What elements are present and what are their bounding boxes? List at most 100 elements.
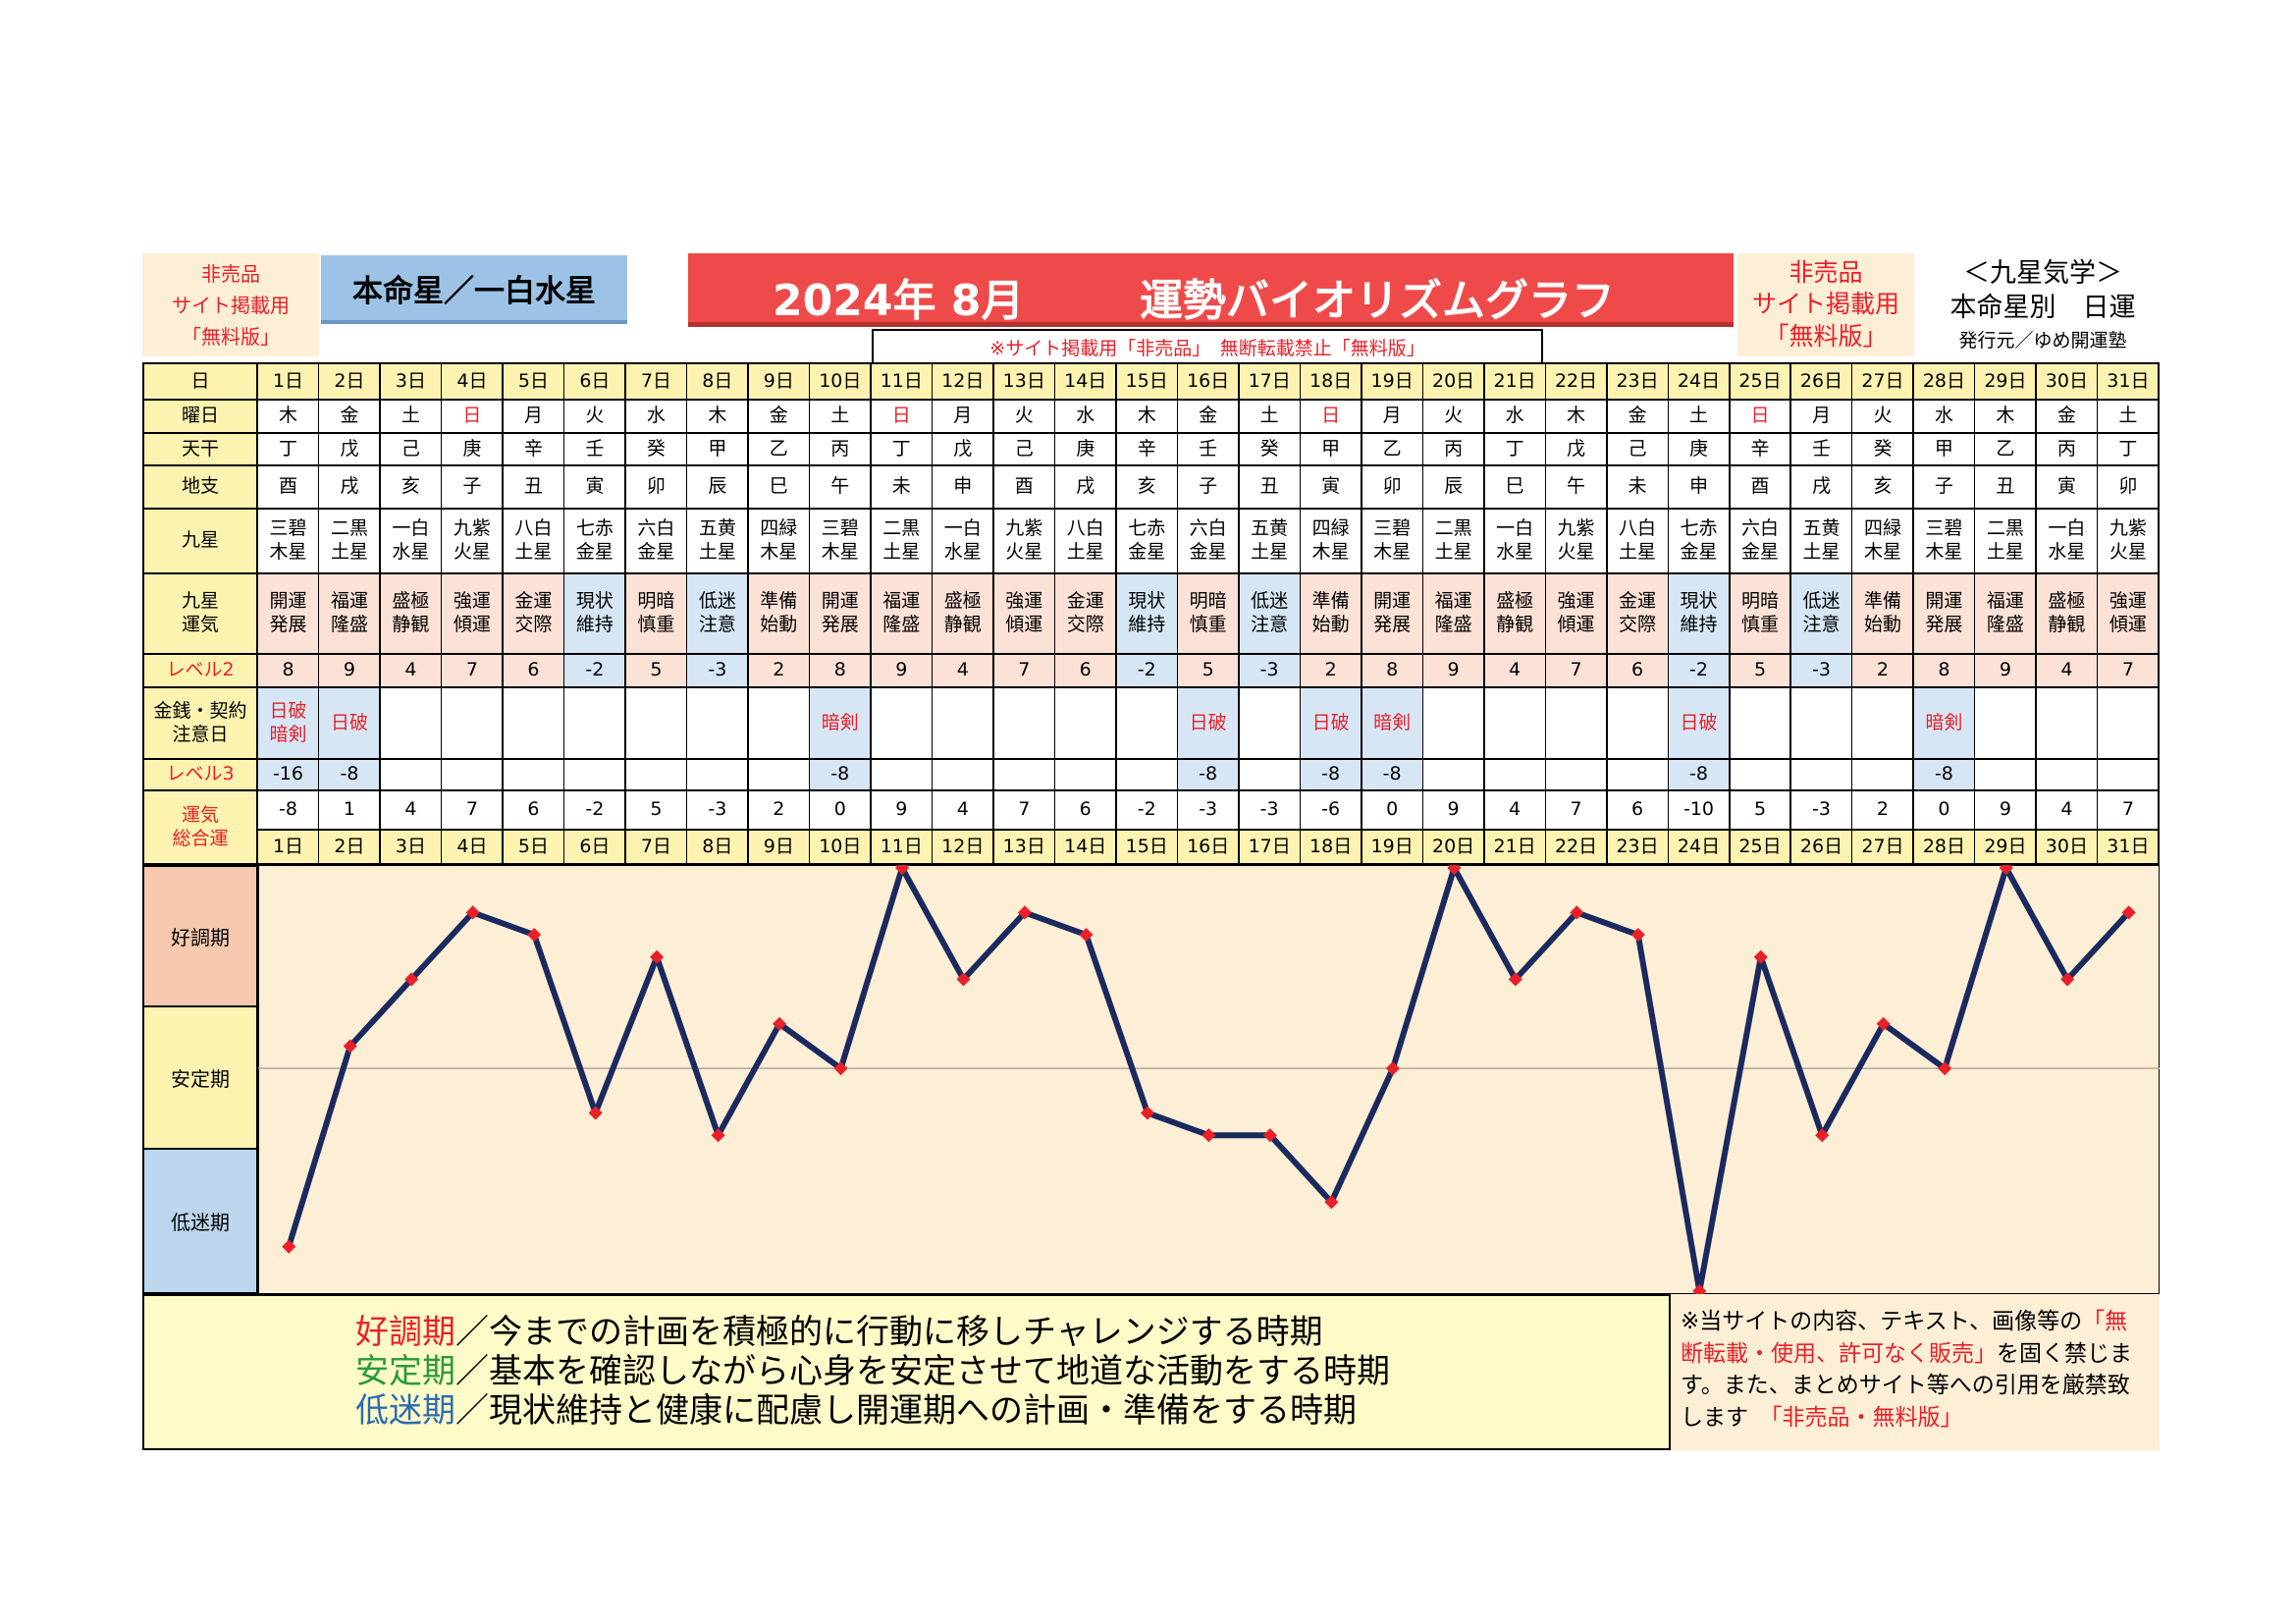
- cell-sogo: 6: [1607, 791, 1670, 831]
- cell-unki: 明暗 慎重: [1730, 574, 1792, 655]
- cell-sogo: 4: [2036, 791, 2099, 831]
- notice-red2: 「非売品・無料版」: [1771, 1404, 1963, 1431]
- cell-unki: 低迷 注意: [687, 574, 750, 655]
- cell-weekdays: 土: [1239, 401, 1302, 434]
- cell-days: 11日: [871, 362, 934, 401]
- cell-level3: -16: [258, 760, 320, 791]
- cell-chishi: 酉: [258, 466, 320, 510]
- cell-tenkan: 壬: [1791, 434, 1853, 466]
- cell-weekdays: 土: [2098, 401, 2161, 434]
- cell-kyusei: 一白 水星: [933, 510, 995, 574]
- cell-kinsen: [2098, 688, 2161, 760]
- cell-kyusei: 七赤 金星: [564, 510, 627, 574]
- notice-red1: 「無断転載・使用、許可なく販売」: [1681, 1309, 2128, 1367]
- cell-chishi: 巳: [748, 466, 811, 510]
- cell-unki: 金運 交際: [1055, 574, 1118, 655]
- cell-level2: -3: [687, 655, 750, 688]
- cell-level2: 7: [993, 655, 1056, 688]
- cell-chishi: 亥: [1116, 466, 1179, 510]
- cell-unki: 強運 傾運: [993, 574, 1056, 655]
- cell-sogo: 4: [933, 791, 995, 831]
- cell-chishi: 寅: [2036, 466, 2099, 510]
- cell-unki: 開運 発展: [1913, 574, 1976, 655]
- cell-unki: 盛極 静観: [2036, 574, 2099, 655]
- cell-tenkan: 乙: [1362, 434, 1424, 466]
- cell-level2: 6: [503, 655, 565, 688]
- cell-level3: [2098, 760, 2161, 791]
- cell-kinsen: [503, 688, 565, 760]
- cell-level3: [1239, 760, 1302, 791]
- cell-level2: 2: [748, 655, 811, 688]
- cell-weekdays: 水: [1913, 401, 1976, 434]
- cell-level3: [1852, 760, 1915, 791]
- cell-days: 13日: [993, 831, 1056, 865]
- cell-kinsen: [748, 688, 811, 760]
- notice-line2: を固く禁じます。また、まとめサイト等への引用を厳禁致します: [1681, 1340, 2132, 1431]
- cell-days: 8日: [687, 831, 750, 865]
- cell-kyusei: 一白 水星: [380, 510, 443, 574]
- chart-background: [258, 865, 2160, 1294]
- cell-kyusei: 一白 水星: [1484, 510, 1547, 574]
- cell-days: 4日: [442, 831, 505, 865]
- cell-days: 21日: [1484, 831, 1547, 865]
- cell-level2: -3: [1791, 655, 1853, 688]
- cell-kyusei: 四緑 木星: [748, 510, 811, 574]
- cell-unki: 福運 隆盛: [1975, 574, 2038, 655]
- cell-kinsen: 日破: [1301, 688, 1363, 760]
- cell-level3: [2036, 760, 2099, 791]
- cell-kyusei: 四緑 木星: [1301, 510, 1363, 574]
- cell-tenkan: 戊: [319, 434, 382, 466]
- cell-weekdays: 水: [1484, 401, 1547, 434]
- cell-kinsen: [1055, 688, 1118, 760]
- cell-unki: 盛極 静観: [1484, 574, 1547, 655]
- cell-unki: 明暗 慎重: [1178, 574, 1241, 655]
- row-label-chishi: 地支: [142, 466, 258, 510]
- left-notice-line: 「無料版」: [182, 324, 280, 349]
- cell-sogo: -8: [258, 791, 320, 831]
- data-point: [1447, 865, 1462, 876]
- cell-level3: [1730, 760, 1792, 791]
- cell-tenkan: 乙: [1975, 434, 2038, 466]
- cell-unki: 準備 始動: [1852, 574, 1915, 655]
- cell-level3: [687, 760, 750, 791]
- cell-sogo: -3: [687, 791, 750, 831]
- band-good-label: 好調期: [171, 926, 230, 949]
- cell-unki: 開運 発展: [1362, 574, 1424, 655]
- biorhythm-chart: [258, 865, 2160, 1294]
- cell-kinsen: [1730, 688, 1792, 760]
- cell-level2: 6: [1607, 655, 1670, 688]
- cell-days: 15日: [1116, 362, 1179, 401]
- cell-days: 30日: [2036, 362, 2099, 401]
- cell-tenkan: 庚: [1669, 434, 1731, 466]
- cell-tenkan: 癸: [1852, 434, 1915, 466]
- cell-days: 13日: [993, 362, 1056, 401]
- cell-level3: -8: [810, 760, 873, 791]
- cell-weekdays: 木: [1975, 401, 2038, 434]
- cell-chishi: 戌: [319, 466, 382, 510]
- cell-level3: [625, 760, 688, 791]
- cell-days: 10日: [810, 831, 873, 865]
- cell-unki: 現状 維持: [564, 574, 627, 655]
- row-label-tenkan: 天干: [142, 434, 258, 466]
- cell-tenkan: 丁: [258, 434, 320, 466]
- title-banner: 2024年 8月 運勢バイオリズムグラフ: [688, 253, 1734, 327]
- data-point: [1815, 1128, 1830, 1143]
- cell-chishi: 酉: [1730, 466, 1792, 510]
- cell-level2: 5: [625, 655, 688, 688]
- cell-kyusei: 八白 土星: [503, 510, 565, 574]
- band-low: 低迷期: [142, 1150, 258, 1294]
- cell-unki: 金運 交際: [1607, 574, 1670, 655]
- cell-level3: [993, 760, 1056, 791]
- cell-level3: [503, 760, 565, 791]
- cell-chishi: 卯: [625, 466, 688, 510]
- cell-level2: -2: [1116, 655, 1179, 688]
- cell-days: 24日: [1669, 362, 1731, 401]
- legend-stable-text: ／基本を確認しながら心身を安定させて地道な活動をする時期: [455, 1352, 1390, 1391]
- cell-weekdays: 土: [810, 401, 873, 434]
- cell-tenkan: 辛: [1730, 434, 1792, 466]
- cell-kinsen: [1546, 688, 1609, 760]
- cell-level2: 6: [1055, 655, 1118, 688]
- cell-kinsen: [1607, 688, 1670, 760]
- cell-kyusei: 三碧 木星: [1913, 510, 1976, 574]
- cell-days: 23日: [1607, 831, 1670, 865]
